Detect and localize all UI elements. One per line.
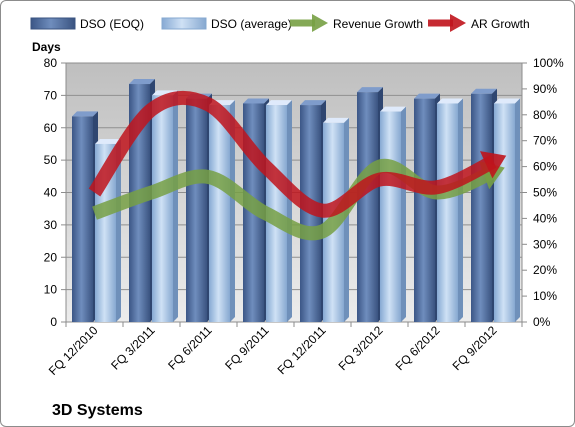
bar-dso-average bbox=[494, 98, 520, 322]
x-tick-label: FQ 3/2012 bbox=[336, 323, 386, 373]
bar-dso-average-side bbox=[458, 98, 463, 322]
legend-item-dso-average: DSO (average) bbox=[161, 17, 292, 31]
bar-dso-eoq bbox=[414, 93, 440, 322]
y-right-tick-label: 50% bbox=[533, 186, 557, 200]
legend-item-dso-eoq: DSO (EOQ) bbox=[30, 17, 144, 31]
y-left-tick-label: 80 bbox=[44, 56, 58, 70]
bar-dso-average bbox=[209, 100, 235, 323]
bar-dso-average-side bbox=[116, 138, 121, 322]
y-left-tick-label: 30 bbox=[44, 218, 58, 232]
bar-dso-average-top bbox=[380, 106, 406, 112]
bar-dso-average bbox=[152, 90, 178, 322]
legend: DSO (EOQ) DSO (average) Revenue Growth A… bbox=[30, 14, 530, 32]
legend-item-revenue-growth: Revenue Growth bbox=[290, 14, 423, 32]
bar-dso-eoq-face bbox=[357, 92, 378, 322]
legend-label-ar-growth: AR Growth bbox=[471, 17, 530, 31]
y-right-tick-label: 60% bbox=[533, 160, 557, 174]
y-left-tick-label: 60 bbox=[44, 121, 58, 135]
bar-dso-average-side bbox=[344, 117, 349, 322]
y-right-tick-label: 30% bbox=[533, 237, 557, 251]
growth-lines bbox=[88, 90, 507, 241]
y-right-tick-label: 70% bbox=[533, 134, 557, 148]
bar-dso-eoq-face bbox=[414, 98, 435, 322]
bar-dso-eoq-top bbox=[129, 79, 155, 85]
legend-label-revenue-growth: Revenue Growth bbox=[333, 17, 423, 31]
bar-dso-average-side bbox=[401, 106, 406, 322]
bar-dso-eoq-top bbox=[243, 98, 269, 104]
bar-dso-average-face bbox=[494, 103, 515, 322]
bar-dso-average-top bbox=[494, 98, 520, 104]
y-left-tick-label: 10 bbox=[44, 283, 58, 297]
bar-dso-average-side bbox=[515, 98, 520, 322]
legend-label-dso-average: DSO (average) bbox=[211, 17, 292, 31]
bar-dso-eoq bbox=[357, 87, 383, 322]
y-right-tick-label: 10% bbox=[533, 289, 557, 303]
bar-dso-eoq bbox=[72, 111, 98, 322]
bar-dso-average-face bbox=[152, 95, 173, 322]
bar-dso-average-side bbox=[287, 100, 292, 323]
legend-swatch-dso-eoq bbox=[30, 17, 76, 30]
y-right-tick-label: 0% bbox=[533, 315, 551, 329]
y-left-tick-label: 50 bbox=[44, 153, 58, 167]
bar-dso-average-top bbox=[323, 117, 349, 123]
y-left-tick-label: 20 bbox=[44, 250, 58, 264]
x-tick-label: FQ 12/2011 bbox=[275, 323, 329, 377]
bar-dso-eoq-top bbox=[72, 111, 98, 117]
bar-dso-average bbox=[380, 106, 406, 322]
bar-dso-average-side bbox=[173, 90, 178, 322]
legend-arrowhead-revenue-growth bbox=[312, 14, 328, 32]
bar-dso-average-top bbox=[266, 100, 292, 106]
y-right-tick-label: 90% bbox=[533, 82, 557, 96]
bar-dso-eoq-face bbox=[72, 116, 93, 322]
bar-dso-average-top bbox=[95, 138, 121, 144]
y-right-tick-label: 20% bbox=[533, 263, 557, 277]
y-right-tick-label: 40% bbox=[533, 211, 557, 225]
y-left-tick-label: 70 bbox=[44, 88, 58, 102]
y-axis-left-title: Days bbox=[32, 40, 61, 54]
bar-dso-eoq-top bbox=[300, 100, 326, 106]
bar-dso-eoq-top bbox=[357, 87, 383, 93]
bars bbox=[72, 79, 520, 323]
x-tick-label: FQ 9/2011 bbox=[222, 323, 272, 373]
legend-swatch-dso-average bbox=[161, 17, 207, 30]
x-tick-label: FQ 6/2011 bbox=[165, 323, 215, 373]
legend-label-dso-eoq: DSO (EOQ) bbox=[80, 17, 144, 31]
y-left-tick-label: 0 bbox=[50, 315, 57, 329]
line-ar-growth-arrowhead bbox=[480, 151, 507, 179]
bar-dso-average-side bbox=[230, 100, 235, 323]
y-right-tick-label: 100% bbox=[533, 56, 564, 70]
x-tick-label: FQ 3/2011 bbox=[108, 323, 158, 373]
bar-dso-eoq bbox=[186, 93, 212, 322]
line-ar-growth bbox=[88, 90, 497, 218]
bar-dso-average-face bbox=[380, 111, 401, 322]
bar-dso-eoq bbox=[471, 88, 497, 322]
bar-dso-average-face bbox=[437, 103, 458, 322]
x-tick-label: FQ 12/2010 bbox=[46, 323, 101, 378]
y-right-tick-label: 80% bbox=[533, 108, 557, 122]
bar-dso-eoq-face bbox=[186, 98, 207, 322]
bar-dso-average bbox=[437, 98, 463, 322]
bar-dso-average-top bbox=[437, 98, 463, 104]
bar-dso-eoq-top bbox=[414, 93, 440, 99]
x-tick-label: FQ 9/2012 bbox=[450, 323, 500, 373]
x-tick-label: FQ 6/2012 bbox=[393, 323, 443, 373]
bar-dso-average-face bbox=[209, 105, 230, 323]
y-left-tick-label: 40 bbox=[44, 186, 58, 200]
bar-dso-eoq-top bbox=[471, 88, 497, 94]
company-name: 3D Systems bbox=[52, 402, 143, 419]
bar-dso-eoq-face bbox=[471, 93, 492, 322]
legend-item-ar-growth: AR Growth bbox=[428, 14, 530, 32]
legend-arrowhead-ar-growth bbox=[450, 14, 466, 32]
